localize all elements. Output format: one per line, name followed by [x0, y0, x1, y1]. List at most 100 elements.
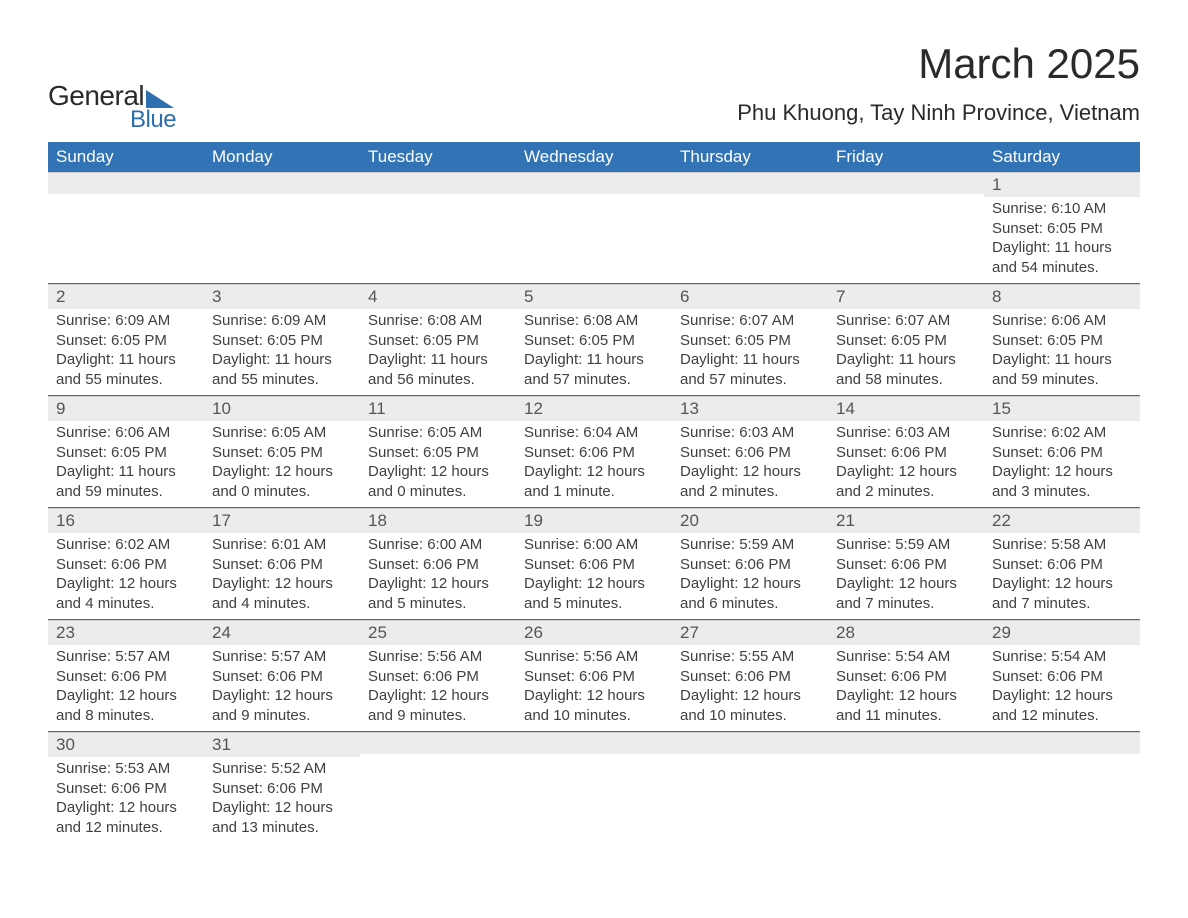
day-sunrise: Sunrise: 5:58 AM [992, 535, 1132, 555]
day-body: Sunrise: 6:02 AMSunset: 6:06 PMDaylight:… [48, 533, 204, 619]
day-d2: and 11 minutes. [836, 706, 976, 726]
empty-daynum-bar [672, 172, 828, 194]
day-d1: Daylight: 12 hours [836, 574, 976, 594]
empty-cell [828, 731, 984, 843]
day-cell: 25Sunrise: 5:56 AMSunset: 6:06 PMDayligh… [360, 619, 516, 731]
day-d2: and 5 minutes. [368, 594, 508, 614]
day-sunrise: Sunrise: 6:06 AM [56, 423, 196, 443]
day-body: Sunrise: 6:08 AMSunset: 6:05 PMDaylight:… [516, 309, 672, 395]
day-d1: Daylight: 12 hours [992, 574, 1132, 594]
day-number: 24 [204, 620, 360, 645]
day-body: Sunrise: 6:09 AMSunset: 6:05 PMDaylight:… [204, 309, 360, 395]
day-sunset: Sunset: 6:06 PM [992, 667, 1132, 687]
empty-daynum-bar [516, 172, 672, 194]
day-cell: 14Sunrise: 6:03 AMSunset: 6:06 PMDayligh… [828, 395, 984, 507]
day-d2: and 4 minutes. [212, 594, 352, 614]
day-d1: Daylight: 12 hours [992, 686, 1132, 706]
empty-daynum-bar [360, 172, 516, 194]
day-body: Sunrise: 5:52 AMSunset: 6:06 PMDaylight:… [204, 757, 360, 843]
weekday-header: Friday [828, 143, 984, 171]
day-number: 20 [672, 508, 828, 533]
day-cell: 16Sunrise: 6:02 AMSunset: 6:06 PMDayligh… [48, 507, 204, 619]
day-cell: 1Sunrise: 6:10 AMSunset: 6:05 PMDaylight… [984, 171, 1140, 283]
day-number: 10 [204, 396, 360, 421]
day-cell: 2Sunrise: 6:09 AMSunset: 6:05 PMDaylight… [48, 283, 204, 395]
day-cell: 9Sunrise: 6:06 AMSunset: 6:05 PMDaylight… [48, 395, 204, 507]
weekday-header: Sunday [48, 143, 204, 171]
day-d2: and 54 minutes. [992, 258, 1132, 278]
day-body: Sunrise: 5:58 AMSunset: 6:06 PMDaylight:… [984, 533, 1140, 619]
day-d2: and 9 minutes. [368, 706, 508, 726]
day-sunrise: Sunrise: 6:08 AM [368, 311, 508, 331]
empty-cell [672, 731, 828, 843]
day-sunset: Sunset: 6:06 PM [212, 555, 352, 575]
day-sunrise: Sunrise: 6:03 AM [836, 423, 976, 443]
day-d2: and 7 minutes. [992, 594, 1132, 614]
day-d1: Daylight: 12 hours [524, 574, 664, 594]
day-sunrise: Sunrise: 6:01 AM [212, 535, 352, 555]
empty-cell [48, 171, 204, 283]
day-d2: and 57 minutes. [680, 370, 820, 390]
day-cell: 17Sunrise: 6:01 AMSunset: 6:06 PMDayligh… [204, 507, 360, 619]
empty-cell [360, 171, 516, 283]
location-text: Phu Khuong, Tay Ninh Province, Vietnam [737, 100, 1140, 126]
day-body: Sunrise: 6:07 AMSunset: 6:05 PMDaylight:… [672, 309, 828, 395]
day-sunset: Sunset: 6:05 PM [836, 331, 976, 351]
day-d1: Daylight: 11 hours [212, 350, 352, 370]
day-number: 9 [48, 396, 204, 421]
day-body: Sunrise: 6:05 AMSunset: 6:05 PMDaylight:… [204, 421, 360, 507]
day-sunset: Sunset: 6:06 PM [368, 555, 508, 575]
day-number: 21 [828, 508, 984, 533]
day-sunset: Sunset: 6:06 PM [680, 667, 820, 687]
day-number: 19 [516, 508, 672, 533]
day-sunset: Sunset: 6:05 PM [212, 331, 352, 351]
day-d1: Daylight: 12 hours [680, 686, 820, 706]
day-number: 25 [360, 620, 516, 645]
empty-daynum-bar [48, 172, 204, 194]
day-sunrise: Sunrise: 6:06 AM [992, 311, 1132, 331]
day-number: 11 [360, 396, 516, 421]
day-sunset: Sunset: 6:05 PM [992, 331, 1132, 351]
empty-cell [360, 731, 516, 843]
day-sunset: Sunset: 6:05 PM [680, 331, 820, 351]
day-cell: 11Sunrise: 6:05 AMSunset: 6:05 PMDayligh… [360, 395, 516, 507]
day-d1: Daylight: 12 hours [212, 574, 352, 594]
day-d1: Daylight: 11 hours [992, 238, 1132, 258]
day-sunrise: Sunrise: 5:54 AM [836, 647, 976, 667]
day-number: 8 [984, 284, 1140, 309]
logo-word-blue: Blue [130, 106, 176, 134]
weekday-header: Monday [204, 143, 360, 171]
day-cell: 12Sunrise: 6:04 AMSunset: 6:06 PMDayligh… [516, 395, 672, 507]
day-body: Sunrise: 6:03 AMSunset: 6:06 PMDaylight:… [828, 421, 984, 507]
day-d2: and 0 minutes. [368, 482, 508, 502]
day-sunset: Sunset: 6:05 PM [212, 443, 352, 463]
day-number: 18 [360, 508, 516, 533]
day-sunset: Sunset: 6:06 PM [368, 667, 508, 687]
day-d2: and 56 minutes. [368, 370, 508, 390]
day-cell: 3Sunrise: 6:09 AMSunset: 6:05 PMDaylight… [204, 283, 360, 395]
day-sunrise: Sunrise: 5:57 AM [212, 647, 352, 667]
day-number: 17 [204, 508, 360, 533]
day-d1: Daylight: 11 hours [836, 350, 976, 370]
day-d2: and 59 minutes. [56, 482, 196, 502]
day-d2: and 13 minutes. [212, 818, 352, 838]
day-number: 28 [828, 620, 984, 645]
day-sunrise: Sunrise: 6:05 AM [212, 423, 352, 443]
day-cell: 7Sunrise: 6:07 AMSunset: 6:05 PMDaylight… [828, 283, 984, 395]
day-d2: and 2 minutes. [836, 482, 976, 502]
day-body: Sunrise: 5:54 AMSunset: 6:06 PMDaylight:… [828, 645, 984, 731]
day-body: Sunrise: 5:56 AMSunset: 6:06 PMDaylight:… [516, 645, 672, 731]
day-d2: and 4 minutes. [56, 594, 196, 614]
day-d1: Daylight: 12 hours [368, 462, 508, 482]
day-sunrise: Sunrise: 6:07 AM [680, 311, 820, 331]
weekday-header: Wednesday [516, 143, 672, 171]
day-d2: and 1 minute. [524, 482, 664, 502]
day-d2: and 57 minutes. [524, 370, 664, 390]
day-cell: 28Sunrise: 5:54 AMSunset: 6:06 PMDayligh… [828, 619, 984, 731]
day-cell: 10Sunrise: 6:05 AMSunset: 6:05 PMDayligh… [204, 395, 360, 507]
day-d2: and 0 minutes. [212, 482, 352, 502]
day-d1: Daylight: 11 hours [524, 350, 664, 370]
day-body: Sunrise: 6:02 AMSunset: 6:06 PMDaylight:… [984, 421, 1140, 507]
day-sunrise: Sunrise: 5:56 AM [368, 647, 508, 667]
day-sunrise: Sunrise: 6:05 AM [368, 423, 508, 443]
